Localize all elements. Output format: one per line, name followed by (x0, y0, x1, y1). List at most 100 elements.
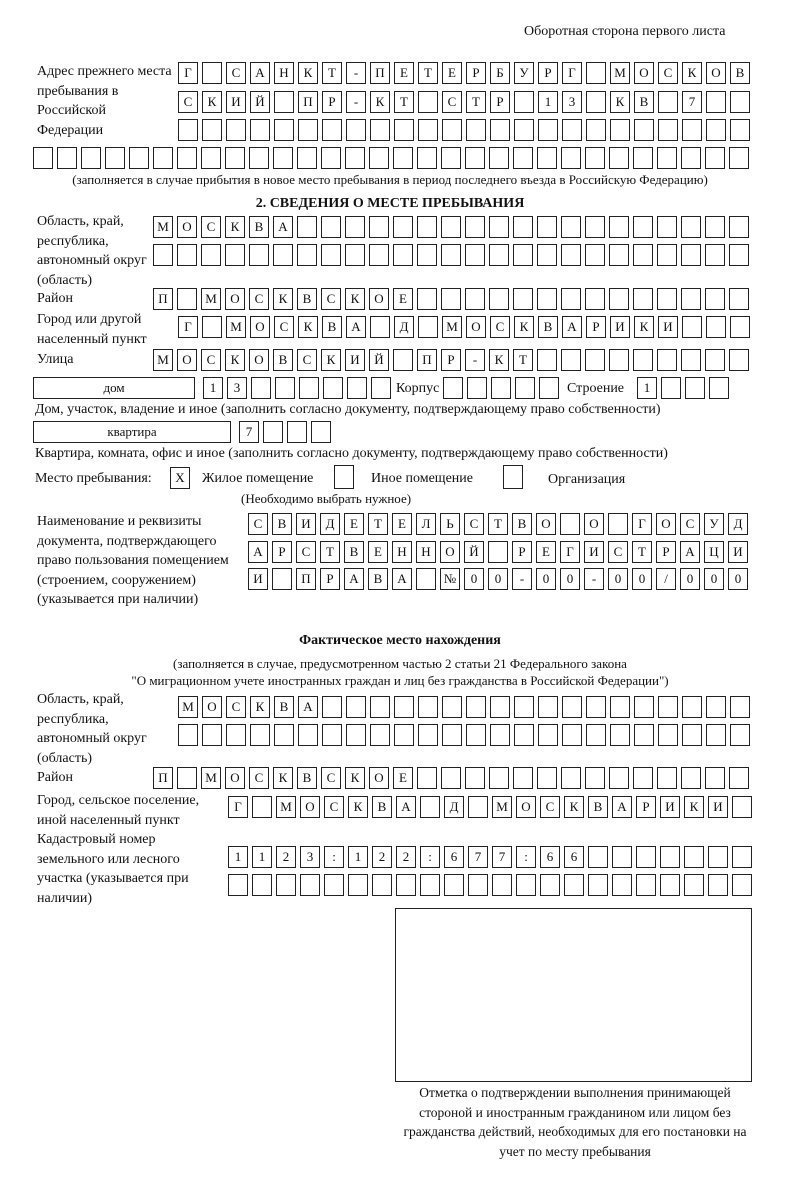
char-cell[interactable] (490, 119, 510, 141)
char-cell[interactable]: Е (393, 288, 413, 310)
char-cell[interactable]: И (584, 541, 604, 563)
char-cell[interactable]: И (728, 541, 748, 563)
char-cell[interactable]: О (202, 696, 222, 718)
char-cell[interactable]: Т (418, 62, 438, 84)
char-cell[interactable] (610, 724, 630, 746)
char-cell[interactable] (466, 696, 486, 718)
char-cell[interactable] (564, 874, 584, 896)
char-cell[interactable] (275, 377, 295, 399)
char-cell[interactable] (537, 767, 557, 789)
char-cell[interactable]: - (346, 62, 366, 84)
char-cell[interactable] (249, 244, 269, 266)
char-cell[interactable] (612, 874, 632, 896)
char-cell[interactable] (586, 119, 606, 141)
char-cell[interactable] (345, 244, 365, 266)
char-cell[interactable] (561, 244, 581, 266)
char-cell[interactable] (562, 119, 582, 141)
char-cell[interactable] (252, 796, 272, 818)
char-cell[interactable] (441, 767, 461, 789)
char-cell[interactable] (371, 377, 391, 399)
char-cell[interactable]: Й (250, 91, 270, 113)
char-cell[interactable]: О (440, 541, 460, 563)
char-cell[interactable] (729, 288, 749, 310)
char-cell[interactable] (417, 147, 437, 169)
char-cell[interactable]: 0 (632, 568, 652, 590)
char-cell[interactable] (609, 244, 629, 266)
char-cell[interactable] (321, 244, 341, 266)
char-cell[interactable] (465, 767, 485, 789)
apt-number-cells[interactable]: 7 (239, 421, 331, 443)
char-cell[interactable]: О (369, 288, 389, 310)
char-cell[interactable]: Т (466, 91, 486, 113)
char-cell[interactable]: М (276, 796, 296, 818)
char-cell[interactable] (609, 349, 629, 371)
char-cell[interactable]: О (634, 62, 654, 84)
char-cell[interactable]: Р (656, 541, 676, 563)
char-cell[interactable] (612, 846, 632, 868)
char-cell[interactable] (681, 216, 701, 238)
char-cell[interactable] (513, 288, 533, 310)
char-cell[interactable]: В (634, 91, 654, 113)
char-cell[interactable]: Е (442, 62, 462, 84)
char-cell[interactable] (705, 147, 725, 169)
char-cell[interactable] (441, 147, 461, 169)
char-cell[interactable]: М (226, 316, 246, 338)
char-cell[interactable]: : (324, 846, 344, 868)
char-cell[interactable]: Р (322, 91, 342, 113)
char-cell[interactable] (417, 216, 437, 238)
place-option-residential-checkbox[interactable]: X (170, 467, 190, 489)
char-cell[interactable] (633, 349, 653, 371)
char-cell[interactable]: А (248, 541, 268, 563)
char-cell[interactable]: 6 (444, 846, 464, 868)
char-cell[interactable] (491, 377, 511, 399)
char-cell[interactable] (560, 513, 580, 535)
char-cell[interactable]: М (153, 349, 173, 371)
char-cell[interactable] (226, 119, 246, 141)
char-cell[interactable]: О (656, 513, 676, 535)
char-cell[interactable] (705, 244, 725, 266)
char-cell[interactable]: К (298, 316, 318, 338)
char-cell[interactable] (348, 874, 368, 896)
char-cell[interactable] (346, 724, 366, 746)
char-cell[interactable] (417, 288, 437, 310)
char-cell[interactable] (444, 874, 464, 896)
char-cell[interactable]: М (153, 216, 173, 238)
char-cell[interactable] (202, 724, 222, 746)
char-cell[interactable]: К (250, 696, 270, 718)
char-cell[interactable]: Е (536, 541, 556, 563)
char-cell[interactable]: К (202, 91, 222, 113)
char-cell[interactable] (202, 119, 222, 141)
char-cell[interactable]: О (225, 288, 245, 310)
char-cell[interactable]: Е (393, 767, 413, 789)
document-row-3[interactable]: И П Р А В А № 0 0-0 0-0 0/0 0 0 (248, 568, 748, 590)
char-cell[interactable] (370, 696, 390, 718)
char-cell[interactable]: - (584, 568, 604, 590)
char-cell[interactable] (585, 216, 605, 238)
char-cell[interactable] (537, 244, 557, 266)
char-cell[interactable]: С (201, 349, 221, 371)
char-cell[interactable] (709, 377, 729, 399)
char-cell[interactable]: 0 (680, 568, 700, 590)
char-cell[interactable]: К (370, 91, 390, 113)
char-cell[interactable] (681, 288, 701, 310)
char-cell[interactable] (705, 288, 725, 310)
char-cell[interactable]: Д (394, 316, 414, 338)
char-cell[interactable] (636, 874, 656, 896)
char-cell[interactable] (682, 119, 702, 141)
char-cell[interactable] (297, 244, 317, 266)
char-cell[interactable]: Р (466, 62, 486, 84)
char-cell[interactable] (730, 91, 750, 113)
char-cell[interactable]: 6 (564, 846, 584, 868)
char-cell[interactable] (396, 874, 416, 896)
char-cell[interactable] (729, 216, 749, 238)
char-cell[interactable]: К (682, 62, 702, 84)
char-cell[interactable] (178, 119, 198, 141)
char-cell[interactable] (418, 91, 438, 113)
char-cell[interactable]: 2 (276, 846, 296, 868)
char-cell[interactable] (420, 874, 440, 896)
char-cell[interactable] (661, 377, 681, 399)
char-cell[interactable] (562, 724, 582, 746)
